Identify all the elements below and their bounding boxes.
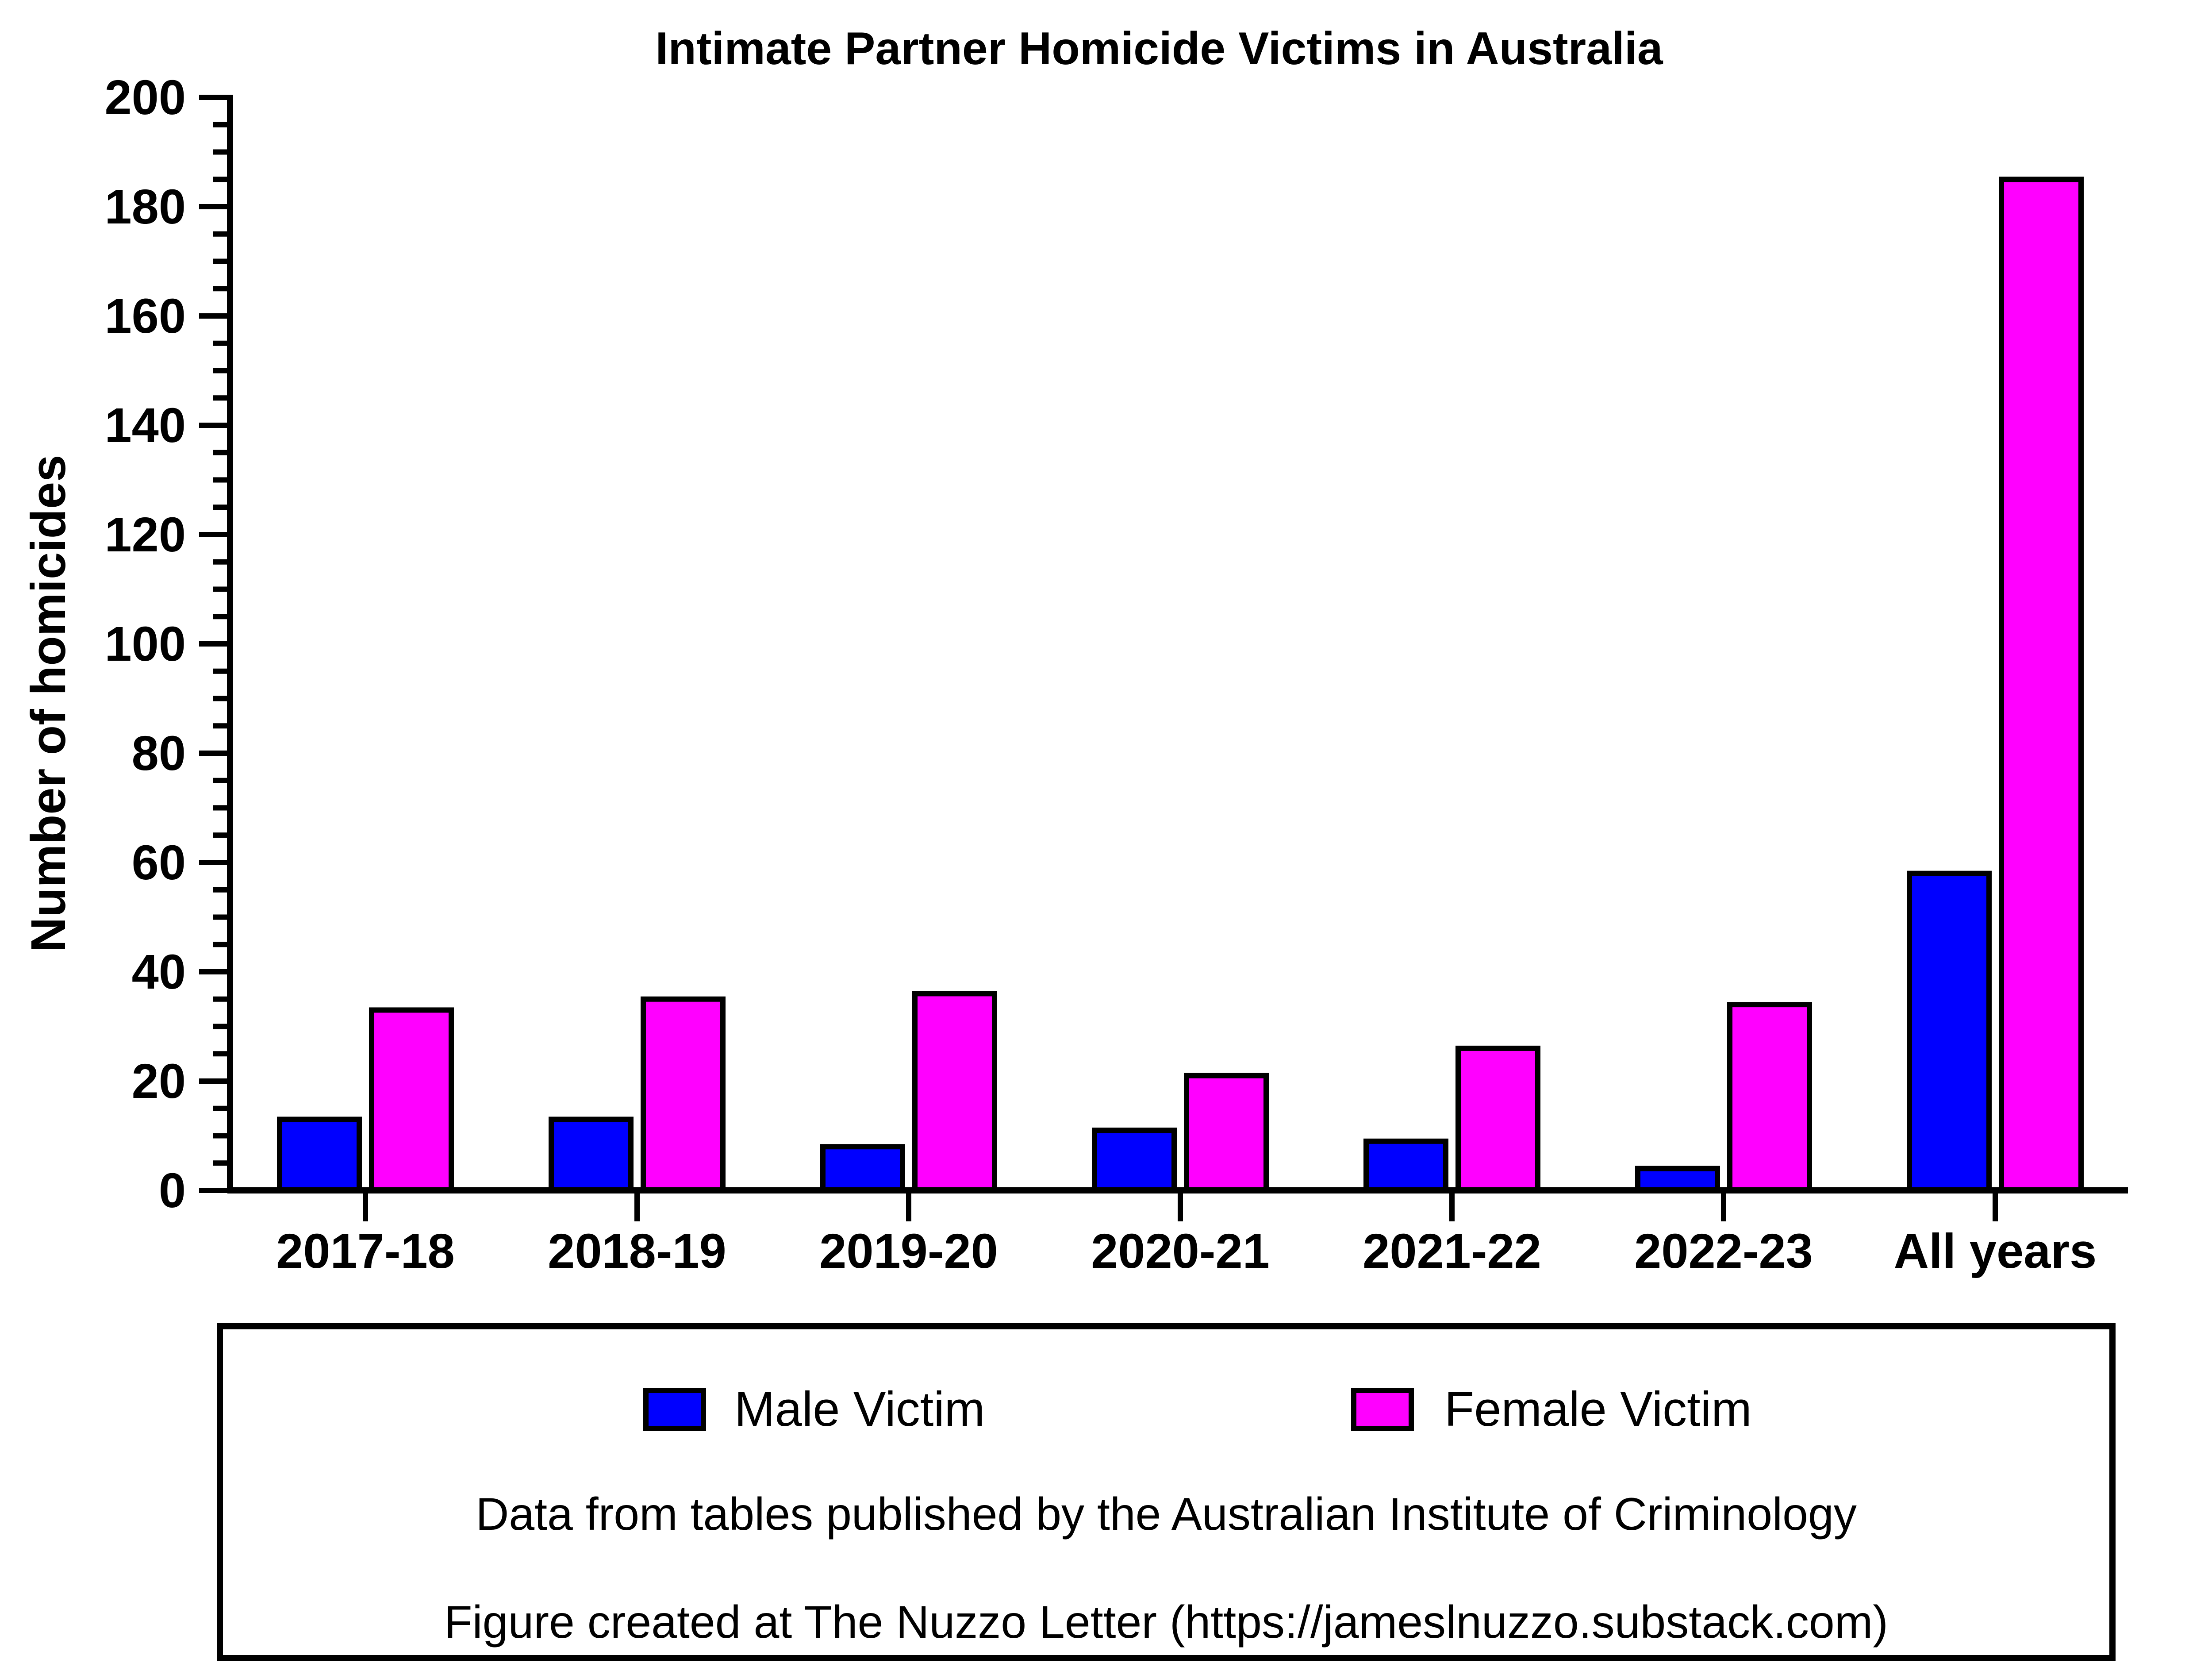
legend: Male Victim Female Victim (643, 1382, 1752, 1436)
bar-female-2019-20 (912, 991, 997, 1193)
y-axis-ticks: 0 20 40 60 80 100 120 140 160 180 200 (104, 70, 230, 1218)
x-tick-label: All years (1894, 1224, 2097, 1278)
y-tick-label: 140 (104, 398, 186, 453)
bar-female-all-years (1999, 177, 2084, 1193)
bar-male-2019-20 (820, 1144, 905, 1193)
bar-male-2022-23 (1635, 1166, 1720, 1193)
bar-male-2017-18 (277, 1116, 362, 1193)
y-tick-label: 0 (159, 1163, 186, 1218)
bar-female-2017-18 (369, 1007, 454, 1193)
bars (277, 177, 2084, 1193)
axes (227, 95, 2128, 1221)
y-tick-label: 180 (104, 180, 186, 234)
figure-credit-note: Figure created at The Nuzzo Letter (http… (444, 1597, 1888, 1648)
bar-female-2021-22 (1455, 1045, 1540, 1193)
bar-male-2020-21 (1092, 1128, 1177, 1193)
y-tick-label: 120 (104, 508, 186, 562)
y-tick-label: 60 (132, 835, 186, 890)
data-source-note: Data from tables published by the Austra… (476, 1489, 1857, 1540)
x-tick-label: 2021-22 (1363, 1224, 1541, 1278)
legend-box (217, 1323, 2116, 1661)
legend-swatch-female (1351, 1388, 1414, 1431)
legend-label-female: Female Victim (1444, 1382, 1752, 1436)
y-tick-label: 200 (104, 70, 186, 125)
bar-male-2021-22 (1363, 1138, 1448, 1193)
x-tick-label: 2018-19 (548, 1224, 726, 1278)
x-tick-label: 2020-21 (1091, 1224, 1270, 1278)
x-tick-label: 2019-20 (819, 1224, 998, 1278)
x-axis-labels: 2017-18 2018-19 2019-20 2020-21 2021-22 2022-… (276, 1224, 2097, 1278)
y-tick-label: 160 (104, 289, 186, 343)
bar-male-all-years (1907, 870, 1992, 1193)
y-tick-label: 20 (132, 1054, 186, 1109)
bar-female-2022-23 (1727, 1002, 1812, 1193)
x-tick-label: 2017-18 (276, 1224, 455, 1278)
legend-swatch-male (643, 1388, 706, 1431)
bar-female-2020-21 (1184, 1073, 1269, 1193)
legend-label-male: Male Victim (734, 1382, 985, 1436)
y-tick-label: 80 (132, 726, 186, 781)
bar-male-2018-19 (549, 1116, 634, 1193)
x-tick-label: 2022-23 (1634, 1224, 1813, 1278)
chart-title: Intimate Partner Homicide Victims in Aus… (655, 23, 1663, 74)
y-tick-label: 40 (132, 945, 186, 999)
y-axis-label: Number of homicides (21, 455, 76, 953)
y-tick-label: 100 (104, 617, 186, 671)
bar-female-2018-19 (641, 996, 726, 1193)
